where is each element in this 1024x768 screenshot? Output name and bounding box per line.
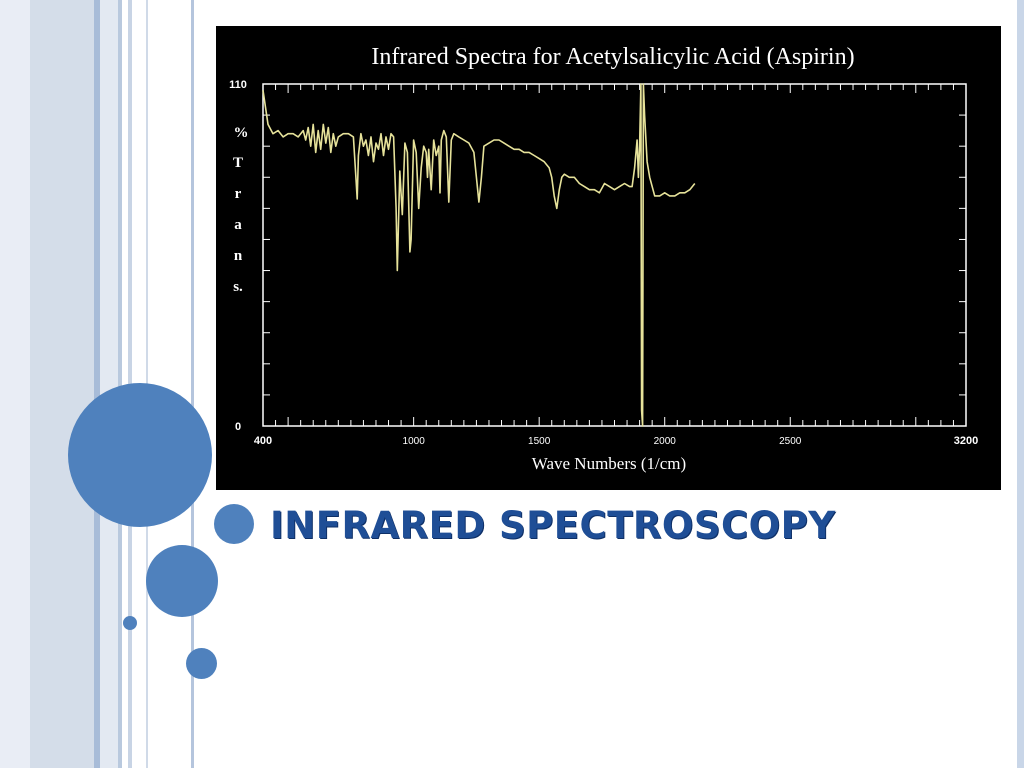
left-stripe-line-1 <box>118 0 122 768</box>
y-axis-label-letter: a <box>234 217 242 233</box>
y-tick-label: 0 <box>235 421 241 433</box>
x-tick-label: 1500 <box>528 436 551 447</box>
x-tick-label: 2500 <box>779 436 802 447</box>
y-tick-labels: 110 0 <box>229 79 247 433</box>
x-tick-label: 3200 <box>954 435 978 447</box>
y-axis-label-letter: n <box>234 248 243 264</box>
left-stripe-dark <box>94 0 100 768</box>
y-axis-label-letter: r <box>235 186 242 202</box>
x-tick-label: 2000 <box>654 436 677 447</box>
x-axis-label: Wave Numbers (1/cm) <box>532 454 686 473</box>
x-tick-label: 1000 <box>403 436 426 447</box>
chart-title: Infrared Spectra for Acetylsalicylic Aci… <box>371 44 854 70</box>
left-stripe-separator <box>191 0 194 768</box>
decor-circle-medium <box>146 545 218 617</box>
left-stripe-light <box>100 0 118 768</box>
left-stripe-outer <box>0 0 30 768</box>
decor-circle-tiny <box>123 616 137 630</box>
chart-svg: Infrared Spectra for Acetylsalicylic Aci… <box>229 44 978 473</box>
slide-title: INFRARED SPECTROSCOPY <box>270 504 836 547</box>
plot-frame <box>262 83 967 427</box>
x-tick-labels: 400 1000 1500 2000 2500 3200 <box>254 435 978 447</box>
right-stripe <box>1017 0 1024 768</box>
decor-circle-title-bullet <box>214 504 254 544</box>
axis-frame <box>262 83 967 427</box>
left-stripe-main <box>30 0 94 768</box>
y-axis-label-letter: T <box>233 155 243 171</box>
decor-circle-large <box>68 383 212 527</box>
y-axis-label-letter: s. <box>233 279 243 295</box>
spectrum-line <box>262 83 696 427</box>
series-group <box>262 83 696 427</box>
ir-spectrum-chart: Infrared Spectra for Acetylsalicylic Aci… <box>216 26 1001 490</box>
y-tick-label: 110 <box>229 79 247 91</box>
x-tick-label: 400 <box>254 435 272 447</box>
y-axis-label-percent: % <box>234 125 249 141</box>
decor-circle-small <box>186 648 217 679</box>
tick-marks <box>262 83 967 427</box>
